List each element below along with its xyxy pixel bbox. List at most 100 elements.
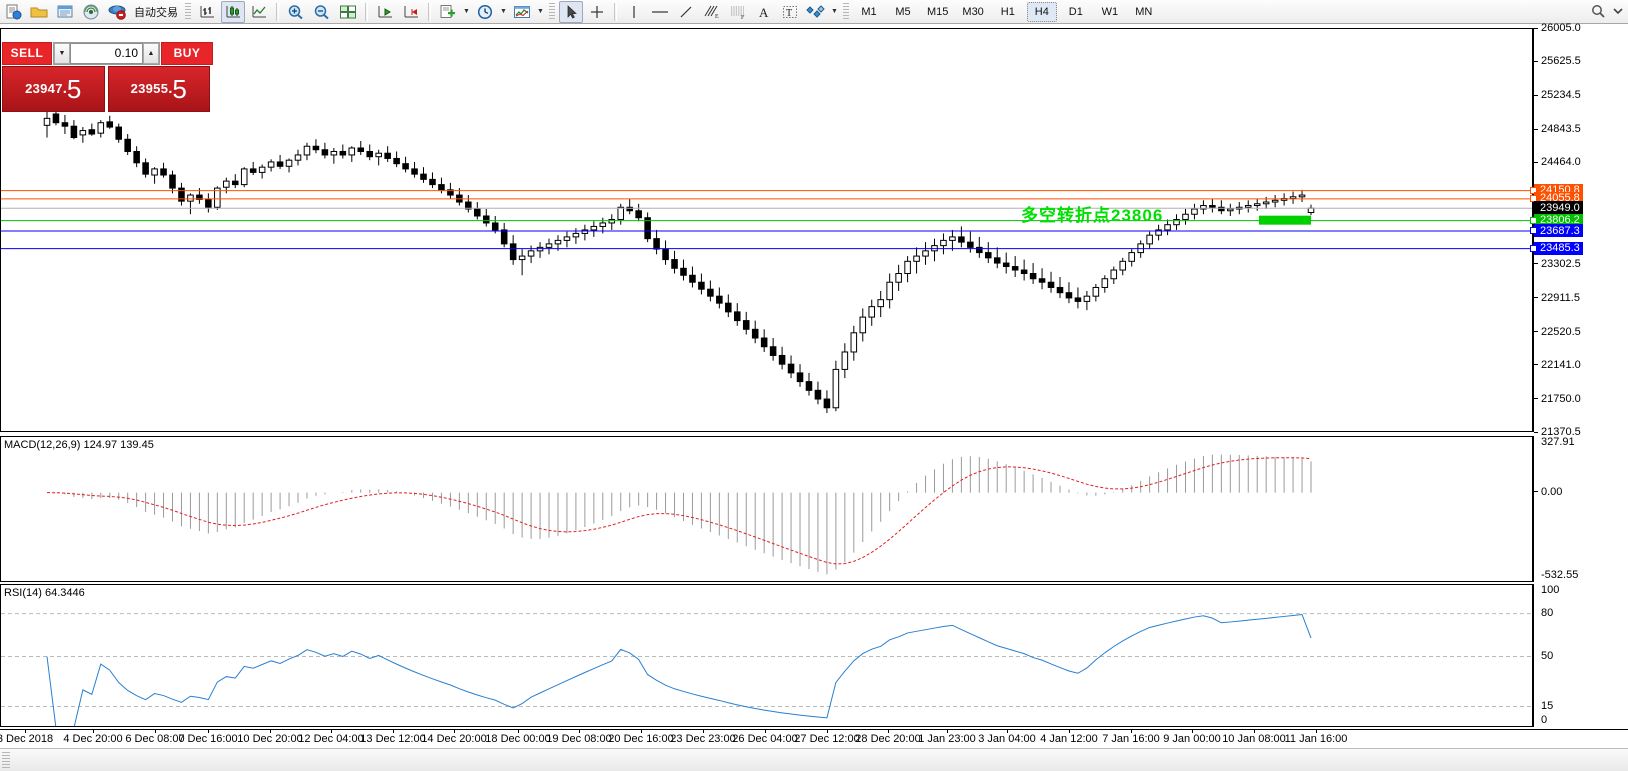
price-tick: 21370.5 — [1534, 426, 1581, 438]
timeframe-mn[interactable]: MN — [1135, 5, 1153, 18]
sell-button[interactable]: SELL — [2, 42, 52, 65]
macd-tick: 327.91 — [1534, 436, 1575, 448]
tick-mark — [1534, 331, 1538, 333]
indicators-caret-icon[interactable]: ▼ — [537, 8, 544, 15]
search-icon[interactable] — [1588, 2, 1608, 22]
save-template-caret-icon[interactable]: ▼ — [463, 8, 470, 15]
time-tick-label: 4 Jan 12:00 — [1040, 733, 1098, 745]
price-tick-label: 26005.0 — [1541, 22, 1581, 34]
sell-price-button[interactable]: 23947 . 5 — [2, 65, 105, 112]
timeframe-m30[interactable]: M30 — [962, 5, 984, 18]
level-drag-handle[interactable] — [1530, 186, 1537, 194]
buy-price-button[interactable]: 23955 . 5 — [107, 65, 210, 112]
chart-shift-icon[interactable] — [399, 1, 423, 23]
text-box-icon[interactable]: T — [778, 1, 802, 23]
toolbar-grip-2[interactable] — [549, 2, 555, 21]
time-tick-label: 7 Dec 16:00 — [178, 733, 238, 745]
zoom-out-icon[interactable] — [310, 1, 334, 23]
price-tick: 22141.0 — [1534, 359, 1581, 371]
price-level-badge[interactable]: 23687.3 — [1530, 224, 1583, 238]
price-tick: 21750.0 — [1534, 393, 1581, 405]
chart-annotation-text[interactable]: 多空转折点23806 — [1021, 205, 1164, 225]
text-label-icon[interactable]: A — [752, 1, 776, 23]
price-axis-scale[interactable]: 26005.0 25625.5 25234.5 24843.5 24464.0 23302… — [1530, 22, 1628, 438]
time-tick-label: 12 Dec 04:00 — [298, 733, 364, 745]
chevron-down-icon[interactable]: ▼ — [54, 43, 70, 64]
line-chart-icon[interactable] — [247, 1, 271, 23]
save-template-icon[interactable] — [436, 1, 460, 23]
timeframe-h1[interactable]: H1 — [1000, 5, 1015, 18]
timeframe-w1[interactable]: W1 — [1101, 5, 1119, 18]
price-level-badge[interactable]: 23949.0 — [1534, 201, 1583, 215]
price-chart-pane[interactable]: 多空转折点23806 — [0, 28, 1533, 432]
toolbar-separator-2 — [365, 2, 368, 21]
auto-trading-button[interactable]: 自动交易 — [134, 6, 178, 19]
level-drag-handle[interactable] — [1530, 216, 1537, 224]
time-tick-label: 23 Dec 23:00 — [670, 733, 736, 745]
tile-windows-icon[interactable] — [336, 1, 360, 23]
timeframe-m15[interactable]: M15 — [927, 5, 949, 18]
time-axis[interactable]: 3 Dec 2018 4 Dec 20:00 6 Dec 08:00 7 Dec 16… — [0, 729, 1628, 747]
crosshair-icon[interactable] — [585, 1, 609, 23]
level-drag-handle[interactable] — [1530, 194, 1537, 202]
macd-axis-scale[interactable]: 327.91 0.00 -532.55 — [1533, 436, 1628, 582]
shapes-caret-icon[interactable]: ▼ — [831, 8, 838, 15]
time-tick-label: 20 Dec 16:00 — [608, 733, 674, 745]
macd-chart-canvas — [46, 454, 1312, 575]
timeframe-m1[interactable]: M1 — [861, 5, 877, 18]
macd-tick-label: 327.91 — [1541, 436, 1575, 448]
horizontal-line-icon[interactable] — [648, 1, 672, 23]
indicators-icon[interactable] — [510, 1, 534, 23]
time-tick-label: 3 Dec 2018 — [0, 733, 54, 745]
buy-button[interactable]: BUY — [161, 42, 213, 65]
tick-mark — [1534, 297, 1538, 299]
price-level-badge[interactable]: 23485.3 — [1530, 241, 1583, 255]
level-drag-handle[interactable] — [1530, 244, 1537, 252]
rsi-axis-scale[interactable]: 100 80 50 15 0 — [1533, 584, 1628, 727]
timeframe-h4[interactable]: H4 — [1026, 1, 1057, 22]
toolbar-grip[interactable] — [185, 2, 191, 21]
rsi-indicator-pane[interactable]: RSI(14) 64.3446 — [0, 584, 1533, 727]
macd-indicator-pane[interactable]: MACD(12,26,9) 124.97 139.45 — [0, 436, 1533, 582]
level-drag-handle[interactable] — [1530, 227, 1537, 235]
cursor-icon[interactable] — [559, 0, 583, 23]
candlestick-chart-icon[interactable] — [221, 0, 245, 23]
zoom-in-icon[interactable] — [284, 1, 308, 23]
status-grip[interactable] — [2, 752, 10, 768]
time-tick-mark — [1254, 730, 1255, 733]
folder-icon[interactable] — [27, 1, 51, 23]
volume-stepper[interactable]: ▼ 0.10 ▲ — [53, 42, 160, 65]
svg-text:F: F — [741, 15, 745, 20]
time-tick-label: 14 Dec 20:00 — [421, 733, 487, 745]
data-window-icon[interactable] — [53, 1, 77, 23]
volume-input[interactable]: 0.10 — [70, 43, 143, 64]
shapes-icon[interactable] — [804, 1, 828, 23]
auto-scroll-icon[interactable] — [373, 1, 397, 23]
status-bar — [0, 748, 1628, 771]
signals-icon[interactable] — [79, 1, 103, 23]
toolbar-grip-3[interactable] — [843, 2, 849, 21]
price-tick-label: 25234.5 — [1541, 89, 1581, 102]
price-tick-label: 23302.5 — [1541, 257, 1581, 270]
price-tick: 22911.5 — [1534, 292, 1580, 304]
time-tick-mark — [393, 730, 394, 733]
price-tick-label: 22141.0 — [1541, 358, 1581, 371]
timeframe-m5[interactable]: M5 — [895, 5, 911, 18]
timeframe-d1[interactable]: D1 — [1068, 5, 1083, 18]
buy-price-integer: 23955 — [130, 81, 169, 97]
chevron-up-icon[interactable]: ▲ — [143, 43, 159, 64]
time-tick-label: 7 Jan 16:00 — [1102, 733, 1160, 745]
vertical-line-icon[interactable] — [622, 1, 646, 23]
toolbar-overflow-icon[interactable] — [1608, 2, 1628, 22]
svg-text:E: E — [715, 14, 719, 20]
trendline-icon[interactable] — [674, 1, 698, 23]
new-order-icon[interactable] — [1, 1, 25, 23]
rsi-tick: 80 — [1534, 607, 1553, 619]
period-icon[interactable] — [473, 1, 497, 23]
expert-advisor-icon[interactable] — [105, 1, 129, 23]
fibonacci-fan-icon[interactable]: F — [726, 1, 750, 23]
bar-chart-icon[interactable] — [195, 1, 219, 23]
price-level-badge[interactable]: 23806.2 — [1530, 213, 1583, 227]
fibonacci-icon[interactable]: E — [700, 1, 724, 23]
period-caret-icon[interactable]: ▼ — [500, 8, 507, 15]
